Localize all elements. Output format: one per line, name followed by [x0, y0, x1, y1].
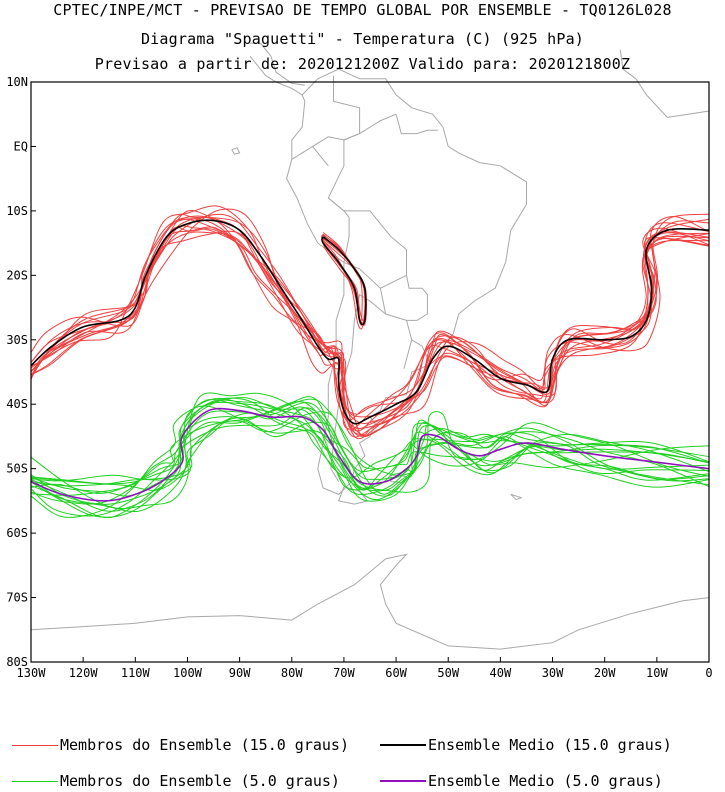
member-15c-6	[30, 208, 710, 415]
lat-tick-label: 10S	[6, 204, 28, 218]
lat-tick-label: 80S	[6, 655, 28, 669]
lon-tick-label: 50W	[437, 666, 459, 680]
map-background	[31, 82, 709, 662]
lon-tick-label: 20W	[594, 666, 616, 680]
longitude-axis: 130W 120W 110W 100W 90W 80W 70W 60W 50W 40W 30W 20W…	[17, 657, 713, 680]
coastlines-borders	[30, 42, 710, 650]
forecast-validity: Previsao a partir de: 2020121200Z Valido…	[94, 55, 631, 73]
coastline-1	[249, 55, 303, 96]
lon-tick-label: 30W	[542, 666, 564, 680]
lat-tick-label: 40S	[6, 397, 28, 411]
lat-tick-label: 20S	[6, 268, 28, 282]
lon-tick-label: 90W	[229, 666, 251, 680]
coastline-8	[231, 147, 241, 155]
member-5c-12	[30, 401, 710, 512]
mean-5c-line	[30, 407, 710, 502]
lat-tick-label: EQ	[14, 139, 28, 153]
legend-label: Membros do Ensemble (5.0 graus)	[60, 772, 340, 790]
member-5c-10	[30, 392, 710, 510]
lon-tick-label: 120W	[69, 666, 99, 680]
legend-swatch-black	[380, 744, 426, 746]
member-contours-5c	[30, 392, 710, 519]
coastline-11	[291, 145, 329, 167]
chart-title: CPTEC/INPE/MCT - PREVISAO DE TEMPO GLOBA…	[53, 1, 672, 19]
lat-tick-label: 50S	[6, 462, 28, 476]
latitude-axis: 10N EQ 10S 20S 30S 40S 50S 60S 70S 80S	[6, 75, 36, 669]
legend-label: Ensemble Medio (5.0 graus)	[428, 772, 663, 790]
member-15c-0	[30, 215, 710, 438]
mean-15c-line	[30, 219, 710, 425]
lon-tick-label: 60W	[385, 666, 407, 680]
lat-tick-label: 10N	[6, 75, 28, 89]
map-frame	[30, 81, 710, 663]
lon-tick-label: 40W	[490, 666, 512, 680]
coastline-17	[395, 114, 438, 135]
lon-tick-label: 10W	[646, 666, 668, 680]
lon-tick-label: 110W	[121, 666, 151, 680]
member-5c-11	[30, 397, 710, 518]
legend-swatch-purple	[380, 780, 426, 782]
coastline-13	[379, 275, 428, 321]
lon-tick-label: 100W	[173, 666, 203, 680]
coastline-3	[338, 486, 369, 505]
legend-swatch-green	[12, 780, 58, 782]
legend-label: Membros do Ensemble (15.0 graus)	[60, 736, 349, 754]
legend-swatch-red	[12, 744, 58, 746]
lat-tick-label: 60S	[6, 526, 28, 540]
legend-member-15: Membros do Ensemble (15.0 graus)	[12, 736, 349, 754]
coastline-10	[327, 197, 350, 263]
member-15c-11	[30, 230, 710, 430]
legend-label: Ensemble Medio (15.0 graus)	[428, 736, 672, 754]
ensemble-mean-contours	[30, 219, 710, 502]
lon-tick-label: 0	[705, 666, 712, 680]
chart-subtitle: Diagrama "Spaguetti" - Temperatura (C) (…	[140, 30, 585, 48]
mean-15c-andes-line	[321, 236, 367, 326]
legend-member-5: Membros do Ensemble (5.0 graus)	[12, 772, 340, 790]
member-5c-13	[30, 405, 710, 518]
member-15c-12	[30, 213, 710, 438]
coastline-4	[30, 553, 710, 650]
legend-mean-15: Ensemble Medio (15.0 graus)	[380, 736, 672, 754]
legend-mean-5: Ensemble Medio (5.0 graus)	[380, 772, 663, 790]
coastline-15	[406, 320, 431, 364]
lon-tick-label: 130W	[17, 666, 47, 680]
lon-tick-label: 70W	[333, 666, 355, 680]
coastline-7	[510, 493, 523, 501]
lat-tick-label: 30S	[6, 333, 28, 347]
coastline-2	[250, 42, 305, 86]
coastline-12	[312, 75, 361, 147]
coastline-16	[403, 339, 413, 369]
member-15c-13	[30, 226, 710, 440]
lon-tick-label: 80W	[281, 666, 303, 680]
member-5c-6	[30, 411, 710, 496]
lat-tick-label: 70S	[6, 591, 28, 605]
member-5c-7	[30, 407, 710, 494]
legend: Membros do Ensemble (15.0 graus) Ensembl…	[0, 730, 725, 790]
member-5c-5	[30, 416, 710, 505]
coastline-5	[619, 49, 710, 118]
